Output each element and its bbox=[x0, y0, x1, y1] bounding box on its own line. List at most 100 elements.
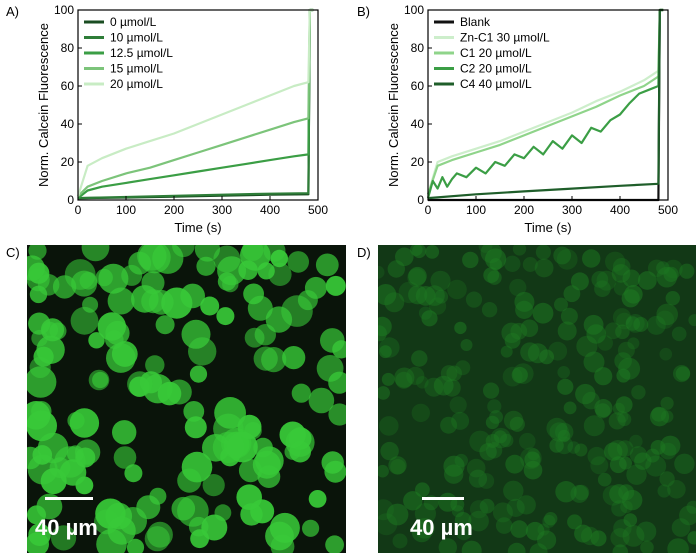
micrograph-d-cell bbox=[667, 538, 689, 553]
micrograph-c-cell bbox=[202, 474, 225, 497]
micrograph-c-cell bbox=[184, 416, 207, 439]
micrograph-c: 40 µm bbox=[27, 245, 346, 553]
micrograph-c-cell bbox=[297, 290, 318, 311]
chart0-series-line-2 bbox=[77, 8, 314, 199]
micrograph-d-cell bbox=[612, 544, 629, 553]
chart0-x-tick-label: 400 bbox=[260, 203, 280, 217]
chart1-y-tick-label: 60 bbox=[411, 79, 425, 93]
chart0-y-tick-label: 100 bbox=[54, 3, 74, 17]
micrograph-d-cell bbox=[655, 310, 675, 329]
micrograph-d-cell bbox=[408, 266, 427, 286]
micrograph-c-cell bbox=[27, 366, 57, 398]
micrograph-d-cell bbox=[542, 514, 556, 528]
micrograph-d-cell bbox=[617, 341, 635, 359]
micrograph-d-cell bbox=[506, 498, 525, 517]
micrograph-d-cell bbox=[505, 454, 525, 474]
micrograph-d-cell bbox=[575, 383, 596, 405]
micrograph-d-cell bbox=[597, 472, 612, 487]
chart0-x-tick-label: 500 bbox=[308, 203, 328, 217]
micrograph-d-cell bbox=[454, 321, 467, 335]
micrograph-d-cell bbox=[629, 434, 643, 449]
micrograph-d-cell bbox=[412, 245, 427, 259]
micrograph-d-cell bbox=[594, 399, 613, 418]
micrograph-d-cell bbox=[440, 365, 458, 382]
micrograph-d-cell bbox=[583, 415, 605, 437]
micrograph-d-cell bbox=[557, 429, 571, 443]
micrograph-d-cell bbox=[583, 351, 605, 373]
micrograph-d-cell bbox=[675, 366, 691, 381]
chart0-x-tick-label: 200 bbox=[164, 203, 184, 217]
micrograph-d-cell bbox=[524, 451, 541, 468]
micrograph-d-cell bbox=[621, 289, 640, 308]
micrograph-d-cell bbox=[622, 525, 645, 547]
micrograph-c-cell bbox=[217, 256, 247, 286]
micrograph-d-cell bbox=[527, 343, 548, 364]
chart1-plot-frame bbox=[427, 9, 669, 201]
micrograph-d-cell bbox=[433, 375, 454, 396]
micrograph-d-cell bbox=[659, 347, 673, 361]
micrograph-d-cell bbox=[398, 281, 421, 304]
micrograph-d-cell bbox=[444, 464, 464, 484]
micrograph-c-cell bbox=[177, 495, 209, 527]
chart1-x-tick-label: 300 bbox=[562, 203, 582, 217]
micrograph-c-cell bbox=[113, 446, 137, 469]
micrograph-d-cell bbox=[549, 438, 564, 453]
micrograph-d-cell bbox=[620, 500, 633, 514]
micrograph-d-cell bbox=[555, 436, 574, 455]
chart0-x-tick-label: 0 bbox=[75, 203, 82, 217]
micrograph-d-cell bbox=[394, 367, 415, 388]
micrograph-c-cell bbox=[177, 468, 202, 493]
micrograph-c-cell bbox=[27, 532, 49, 553]
micrograph-c-cell bbox=[214, 397, 247, 429]
micrograph-c-cell bbox=[308, 490, 327, 508]
micrograph-d-cell bbox=[514, 291, 535, 312]
micrograph-d-cell bbox=[492, 502, 513, 523]
micrograph-d-cell bbox=[378, 284, 397, 306]
micrograph-d-cell bbox=[418, 306, 433, 320]
micrograph-d-cell bbox=[555, 481, 577, 503]
micrograph-c-cell bbox=[144, 526, 170, 552]
micrograph-d-cell bbox=[633, 317, 649, 332]
micrograph-d-cell bbox=[553, 246, 572, 265]
micrograph-d-cell bbox=[415, 286, 436, 306]
micrograph-d-cell bbox=[495, 517, 513, 534]
scale-bar-label-c: 40 µm bbox=[35, 515, 98, 540]
micrograph-d-cell bbox=[485, 415, 500, 430]
chart1-x-tick-label: 100 bbox=[466, 203, 486, 217]
micrograph-d-cell bbox=[478, 473, 495, 489]
micrograph-c-cell bbox=[40, 318, 65, 342]
micrograph-d-cell bbox=[504, 255, 521, 272]
micrograph-d-cell bbox=[469, 500, 489, 519]
micrograph-d-cell bbox=[679, 505, 696, 526]
micrograph-d-cell bbox=[616, 368, 631, 383]
chart1-series-line-4 bbox=[427, 8, 664, 200]
micrograph-d-cell bbox=[411, 522, 432, 543]
micrograph-d-cell bbox=[615, 396, 633, 414]
micrograph-d-cell bbox=[411, 350, 428, 367]
micrograph-d-cell bbox=[454, 453, 468, 468]
micrograph-d-cell bbox=[388, 456, 407, 475]
micrograph-d-cell bbox=[590, 456, 609, 475]
micrograph-d: 40 µm bbox=[378, 245, 696, 553]
micrograph-c-cell bbox=[201, 514, 228, 541]
micrograph-d-cell bbox=[567, 514, 583, 530]
micrograph-d-cell bbox=[625, 314, 645, 333]
chart1-y-tick-label: 20 bbox=[411, 155, 425, 169]
micrograph-d-cell bbox=[434, 289, 449, 304]
micrograph-d-cell bbox=[503, 480, 524, 501]
micrograph-d-cell bbox=[414, 503, 436, 525]
micrograph-d-cell bbox=[395, 247, 414, 267]
micrograph-c-cell bbox=[263, 245, 286, 262]
micrograph-d-cell bbox=[378, 464, 389, 478]
scale-bar-d bbox=[422, 497, 464, 500]
micrograph-d-cell bbox=[469, 430, 491, 453]
chart1-x-tick-label: 0 bbox=[425, 203, 432, 217]
micrograph-d-cell bbox=[535, 245, 551, 260]
micrograph-d-cell bbox=[570, 484, 589, 503]
micrograph-c-cell bbox=[112, 420, 137, 445]
panel-label-b: B) bbox=[357, 4, 370, 19]
micrograph-d-cell bbox=[612, 258, 631, 276]
micrograph-d-cell bbox=[574, 443, 588, 457]
micrograph-d-cell bbox=[587, 446, 606, 466]
micrograph-d-cell bbox=[627, 337, 640, 350]
